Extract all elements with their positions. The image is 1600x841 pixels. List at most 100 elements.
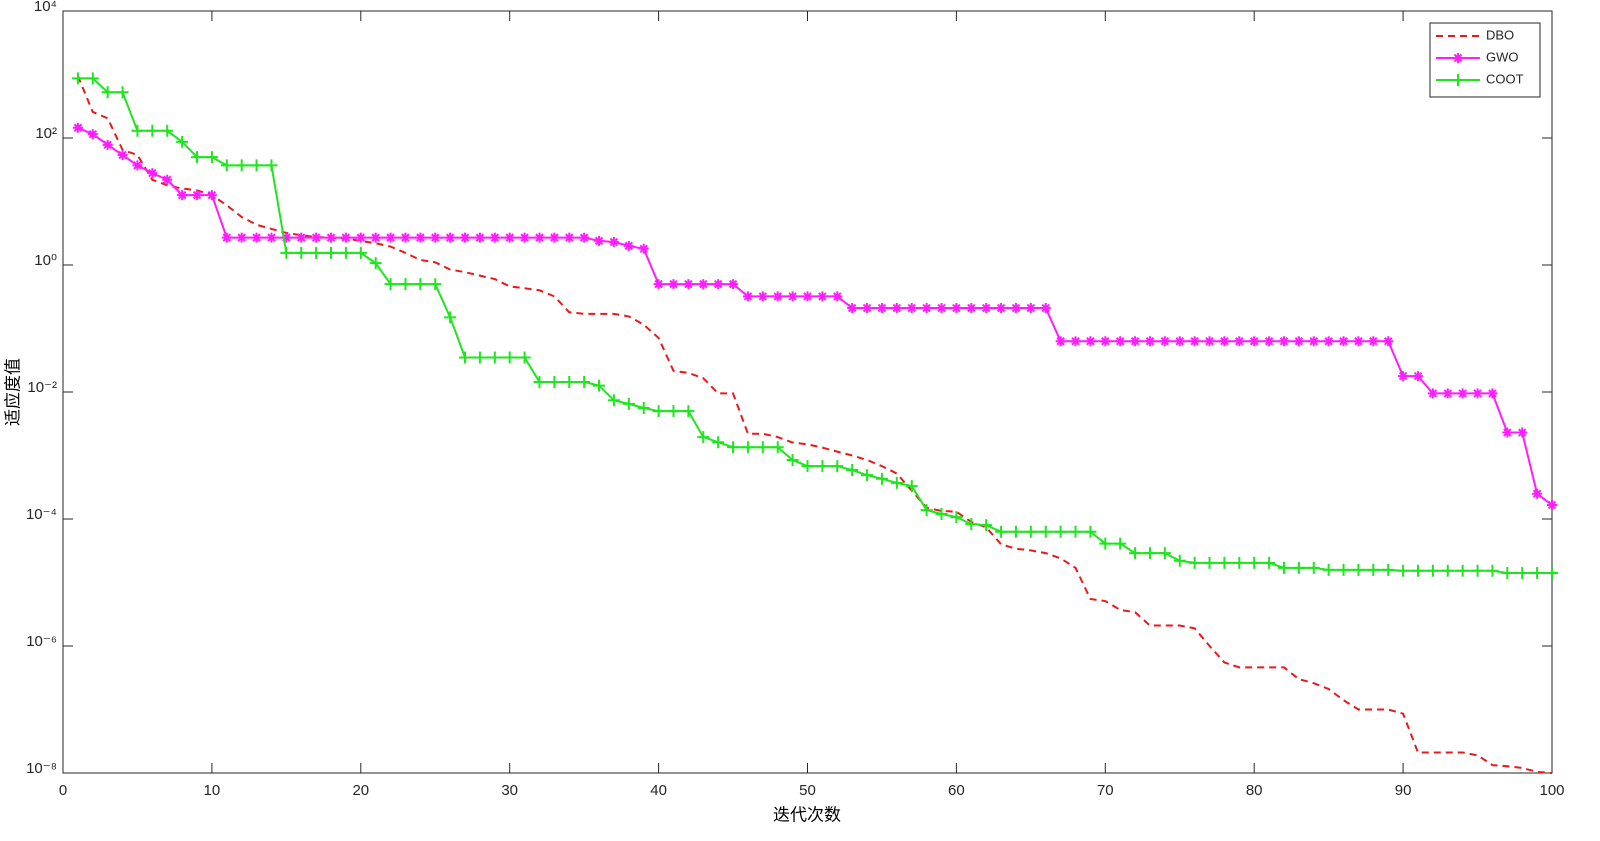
marker — [1427, 388, 1438, 399]
marker — [131, 124, 144, 137]
marker — [593, 379, 606, 392]
x-tick-label: 80 — [1246, 782, 1263, 799]
marker — [1532, 488, 1543, 499]
marker — [920, 504, 933, 517]
marker — [1398, 371, 1409, 382]
marker — [1203, 556, 1216, 569]
marker — [1204, 336, 1215, 347]
marker — [1353, 336, 1364, 347]
marker — [712, 436, 725, 449]
marker — [1308, 336, 1319, 347]
marker — [875, 472, 888, 485]
marker — [1472, 388, 1483, 399]
marker — [713, 279, 724, 290]
marker — [488, 351, 501, 364]
marker — [1337, 563, 1350, 576]
marker — [414, 278, 427, 291]
marker — [682, 405, 695, 418]
marker — [638, 243, 649, 254]
marker — [1322, 563, 1335, 576]
marker — [281, 232, 292, 243]
marker — [1426, 564, 1439, 577]
marker — [1040, 303, 1051, 314]
marker — [1115, 336, 1126, 347]
marker — [1219, 336, 1230, 347]
marker — [72, 122, 83, 133]
marker — [504, 232, 515, 243]
marker — [727, 441, 740, 454]
marker — [1009, 525, 1022, 538]
marker — [1486, 564, 1499, 577]
marker — [578, 375, 591, 388]
marker — [1143, 547, 1156, 560]
marker — [1218, 556, 1231, 569]
marker — [1158, 547, 1171, 560]
marker — [220, 159, 233, 172]
marker — [1338, 336, 1349, 347]
y-tick-label: 10⁴ — [34, 0, 57, 15]
marker — [608, 237, 619, 248]
marker — [444, 311, 457, 324]
marker — [369, 257, 382, 270]
marker — [1085, 336, 1096, 347]
marker — [1352, 563, 1365, 576]
marker — [250, 159, 263, 172]
marker — [265, 159, 278, 172]
marker — [1159, 336, 1170, 347]
marker — [236, 232, 247, 243]
marker — [1453, 53, 1463, 63]
marker — [1546, 567, 1558, 580]
marker — [1248, 556, 1261, 569]
x-tick-label: 100 — [1539, 782, 1564, 799]
marker — [280, 246, 293, 259]
marker — [652, 405, 665, 418]
marker — [1055, 336, 1066, 347]
marker — [906, 303, 917, 314]
marker — [162, 174, 173, 185]
marker — [370, 232, 381, 243]
marker — [1516, 567, 1529, 580]
marker — [1234, 336, 1245, 347]
y-axis-label: 适应度值 — [4, 358, 24, 426]
x-tick-label: 10 — [204, 782, 221, 799]
marker — [1292, 561, 1305, 574]
y-tick-label: 10⁻⁶ — [26, 633, 57, 650]
marker — [622, 397, 635, 410]
marker — [385, 232, 396, 243]
marker — [549, 232, 560, 243]
marker — [102, 139, 113, 150]
marker — [87, 129, 98, 140]
marker — [861, 469, 874, 482]
marker — [1144, 336, 1155, 347]
marker — [905, 480, 918, 493]
marker — [205, 151, 218, 164]
marker — [1383, 336, 1394, 347]
x-tick-label: 70 — [1097, 782, 1114, 799]
marker — [935, 507, 948, 520]
x-tick-label: 30 — [501, 782, 518, 799]
marker — [966, 303, 977, 314]
marker — [1502, 427, 1513, 438]
marker — [1188, 556, 1201, 569]
marker — [1456, 564, 1469, 577]
marker — [623, 240, 634, 251]
marker — [832, 291, 843, 302]
marker — [891, 303, 902, 314]
marker — [132, 160, 143, 171]
marker — [503, 351, 516, 364]
marker — [787, 291, 798, 302]
y-tick-label: 10² — [35, 125, 57, 142]
marker — [399, 278, 412, 291]
marker — [191, 151, 204, 164]
marker — [1368, 336, 1379, 347]
marker — [831, 460, 844, 473]
marker — [459, 351, 472, 364]
marker — [1263, 556, 1276, 569]
y-tick-label: 10⁻⁴ — [26, 506, 57, 523]
marker — [147, 168, 158, 179]
marker — [1084, 525, 1097, 538]
marker — [1129, 547, 1142, 560]
marker — [295, 246, 308, 259]
marker — [1382, 563, 1395, 576]
marker — [1501, 567, 1514, 580]
